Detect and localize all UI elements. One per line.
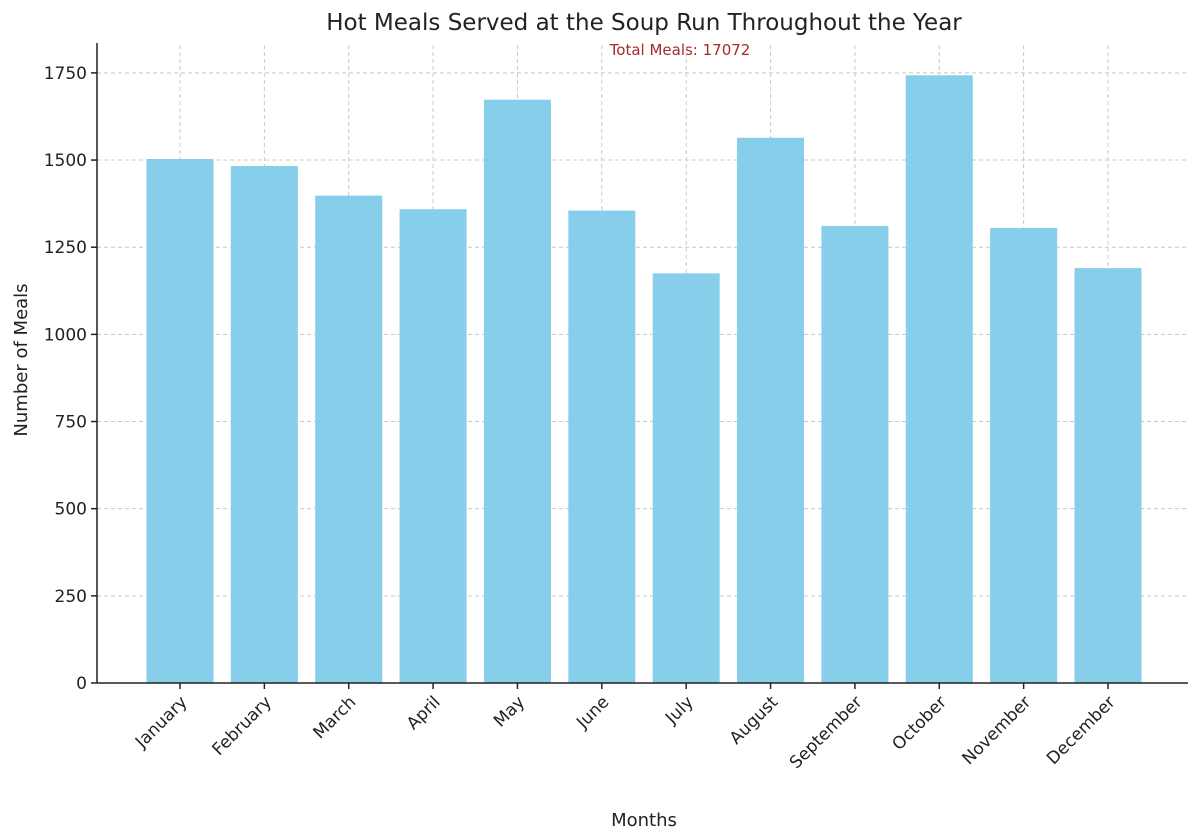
x-tick-label: June bbox=[572, 692, 613, 733]
bar-august bbox=[737, 137, 805, 683]
bar-may bbox=[483, 99, 551, 683]
x-tick-label: December bbox=[1043, 692, 1119, 768]
bar-november bbox=[990, 228, 1058, 684]
x-tick-label: February bbox=[208, 692, 275, 759]
chart-title: Hot Meals Served at the Soup Run Through… bbox=[326, 10, 962, 36]
y-tick-label: 1250 bbox=[44, 238, 87, 258]
x-tick-label: May bbox=[490, 692, 529, 731]
y-tick-label: 1000 bbox=[44, 325, 87, 345]
y-tick-label: 750 bbox=[55, 413, 87, 433]
bar-february bbox=[230, 165, 298, 683]
x-tick-label: January bbox=[131, 692, 191, 752]
chart-subtitle: Total Meals: 17072 bbox=[609, 41, 751, 59]
x-tick-label: August bbox=[726, 692, 782, 748]
x-tick-labels: January February March April May June July Augu… bbox=[131, 692, 1119, 773]
x-tick-label: April bbox=[403, 692, 445, 734]
bar-september bbox=[821, 225, 889, 683]
y-tick-label: 1500 bbox=[44, 151, 87, 171]
y-axis-label: Number of Meals bbox=[11, 283, 32, 436]
bar-june bbox=[568, 210, 636, 684]
x-axis-label: Months bbox=[611, 810, 677, 831]
bar-march bbox=[315, 195, 383, 683]
bar-october bbox=[905, 75, 973, 683]
bars bbox=[146, 75, 1142, 684]
y-tick-label: 500 bbox=[55, 500, 87, 520]
bar-april bbox=[399, 209, 467, 684]
y-tick-label: 1750 bbox=[44, 64, 87, 84]
bar-january bbox=[146, 159, 214, 683]
axes bbox=[91, 43, 1188, 689]
bar-december bbox=[1074, 268, 1142, 683]
x-tick-label: March bbox=[309, 692, 360, 743]
x-tick-label: November bbox=[958, 692, 1035, 769]
x-tick-label: September bbox=[786, 692, 867, 773]
x-tick-label: October bbox=[889, 692, 951, 754]
bar-july bbox=[652, 273, 720, 683]
x-tick-label: July bbox=[661, 692, 697, 728]
y-tick-label: 0 bbox=[76, 674, 87, 694]
y-tick-labels: 0 250 500 750 1000 1250 1500 1750 bbox=[44, 64, 87, 694]
y-tick-label: 250 bbox=[55, 587, 87, 607]
